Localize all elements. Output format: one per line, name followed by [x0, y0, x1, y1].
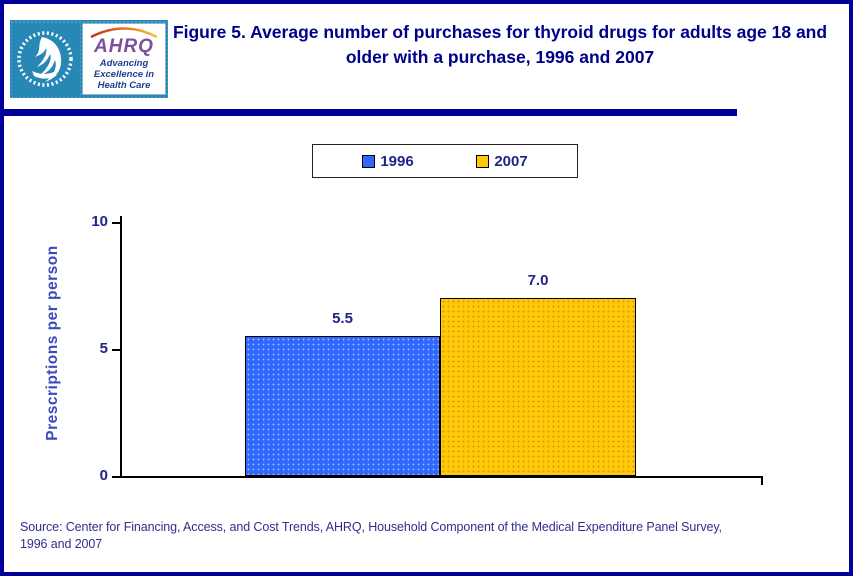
y-tick-mark-5 [112, 349, 121, 351]
hhs-ahrq-logo: AHRQ Advancing Excellence in Health Care [10, 20, 168, 98]
y-tick-label-0: 0 [99, 467, 108, 484]
bar-1996 [245, 336, 440, 476]
y-tick-label-10: 10 [91, 213, 108, 230]
figure-title: Figure 5. Average number of purchases fo… [172, 22, 828, 67]
bar-value-label-2007: 7.0 [527, 272, 549, 290]
y-tick-mark-10 [112, 222, 121, 224]
source-note-line2: 1996 and 2007 [20, 536, 103, 551]
hhs-seal-icon [12, 23, 80, 95]
source-note-line1: Source: Center for Financing, Access, an… [20, 520, 722, 534]
ahrq-tagline: Advancing Excellence in Health Care [93, 58, 155, 91]
y-axis-title: Prescriptions per person [44, 245, 61, 441]
legend-swatch-1996 [362, 154, 376, 168]
legend-item-2007: 2007 [476, 152, 528, 170]
y-tick-label-5: 5 [99, 340, 108, 357]
chart-legend: 1996 2007 [312, 144, 578, 178]
legend-swatch-2007 [476, 154, 490, 168]
ahrq-wordmark: AHRQ [94, 36, 154, 57]
legend-item-1996: 1996 [362, 152, 414, 170]
ahrq-logo: AHRQ Advancing Excellence in Health Care [82, 23, 166, 95]
source-note: Source: Center for Financing, Access, an… [20, 519, 830, 552]
header-rule [4, 109, 737, 116]
bar-2007 [440, 298, 636, 476]
legend-label-1996: 1996 [380, 152, 414, 170]
bar-value-label-1996: 5.5 [332, 310, 353, 328]
y-axis-line [120, 216, 122, 478]
legend-label-2007: 2007 [494, 152, 528, 170]
ahrq-arc-icon [90, 27, 158, 38]
x-axis-end-tick [761, 476, 763, 485]
x-axis-line [112, 476, 763, 478]
